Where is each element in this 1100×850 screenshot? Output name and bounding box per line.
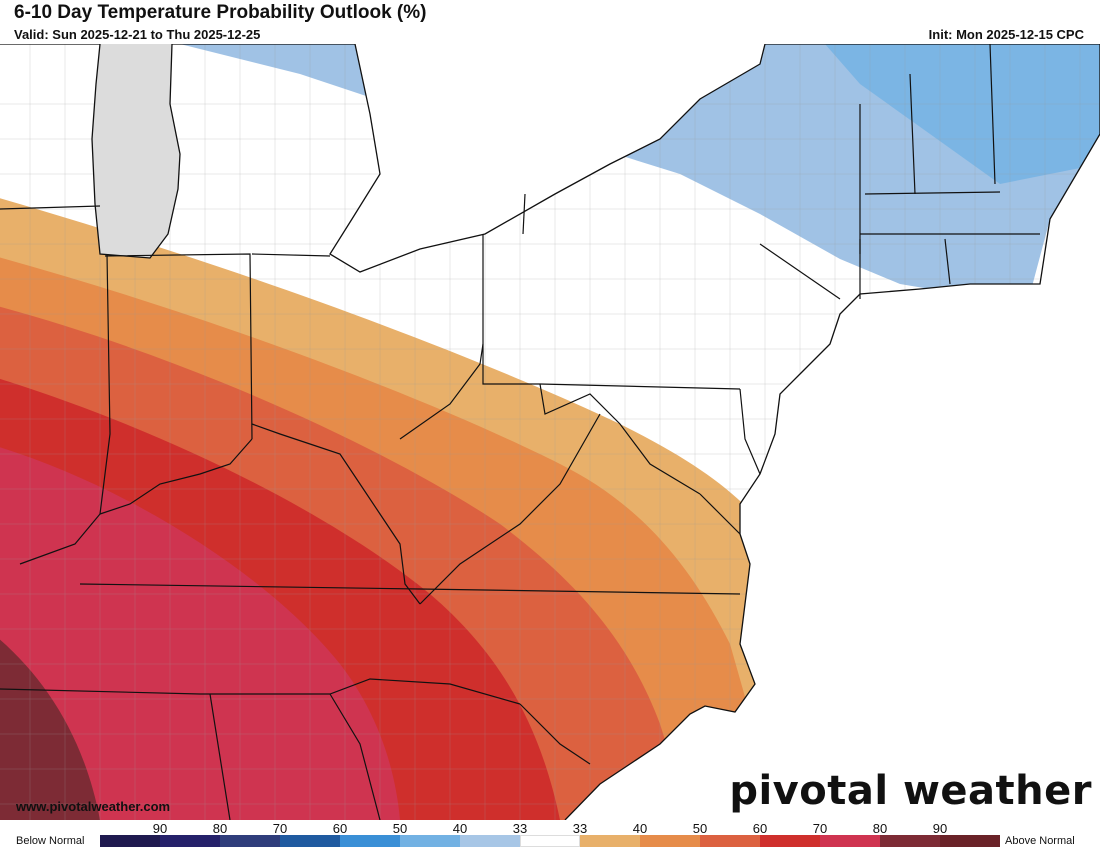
legend-label: 33 xyxy=(512,821,528,836)
legend-label: 90 xyxy=(152,821,168,836)
legend-label: 33 xyxy=(572,821,588,836)
website-url: www.pivotalweather.com xyxy=(16,799,171,814)
coastline xyxy=(0,44,1100,820)
legend-swatch xyxy=(220,835,280,847)
legend-swatch xyxy=(400,835,460,847)
legend-label: 80 xyxy=(212,821,228,836)
legend-label: 40 xyxy=(452,821,468,836)
legend-swatch xyxy=(460,835,520,847)
legend-label: 50 xyxy=(692,821,708,836)
legend-swatch xyxy=(940,835,1000,847)
legend-label: 60 xyxy=(752,821,768,836)
state-borders xyxy=(0,44,1040,820)
map-header: 6-10 Day Temperature Probability Outlook… xyxy=(0,0,1100,44)
lake-michigan xyxy=(92,44,180,258)
legend-swatch xyxy=(880,835,940,847)
legend-label: 90 xyxy=(932,821,948,836)
legend-swatch xyxy=(160,835,220,847)
outlook-map xyxy=(0,44,1100,820)
below-normal-33-west xyxy=(180,44,390,104)
legend-label: 60 xyxy=(332,821,348,836)
legend-label: 70 xyxy=(272,821,288,836)
valid-period: Valid: Sun 2025-12-21 to Thu 2025-12-25 xyxy=(14,27,261,42)
legend-bar: Below Normal Above Normal 90 80 70 60 50 40 33… xyxy=(0,820,1100,850)
legend-swatch xyxy=(700,835,760,847)
legend-below-normal: Below Normal xyxy=(16,835,85,847)
legend-swatch xyxy=(640,835,700,847)
legend-swatch xyxy=(820,835,880,847)
legend-label: 50 xyxy=(392,821,408,836)
legend-swatch xyxy=(280,835,340,847)
legend-label: 40 xyxy=(632,821,648,836)
legend-swatch xyxy=(340,835,400,847)
legend-swatch xyxy=(580,835,640,847)
map-title: 6-10 Day Temperature Probability Outlook… xyxy=(14,2,427,23)
init-time: Init: Mon 2025-12-15 CPC xyxy=(928,27,1084,42)
legend-swatch xyxy=(100,835,160,847)
legend-above-normal: Above Normal xyxy=(1005,835,1075,847)
legend-swatch xyxy=(520,835,580,847)
pivotal-weather-logo: pivotal weather xyxy=(729,768,1092,814)
map-canvas xyxy=(0,44,1100,820)
legend-label: 70 xyxy=(812,821,828,836)
legend-label: 80 xyxy=(872,821,888,836)
legend-swatch xyxy=(760,835,820,847)
above-normal-90 xyxy=(0,604,100,820)
